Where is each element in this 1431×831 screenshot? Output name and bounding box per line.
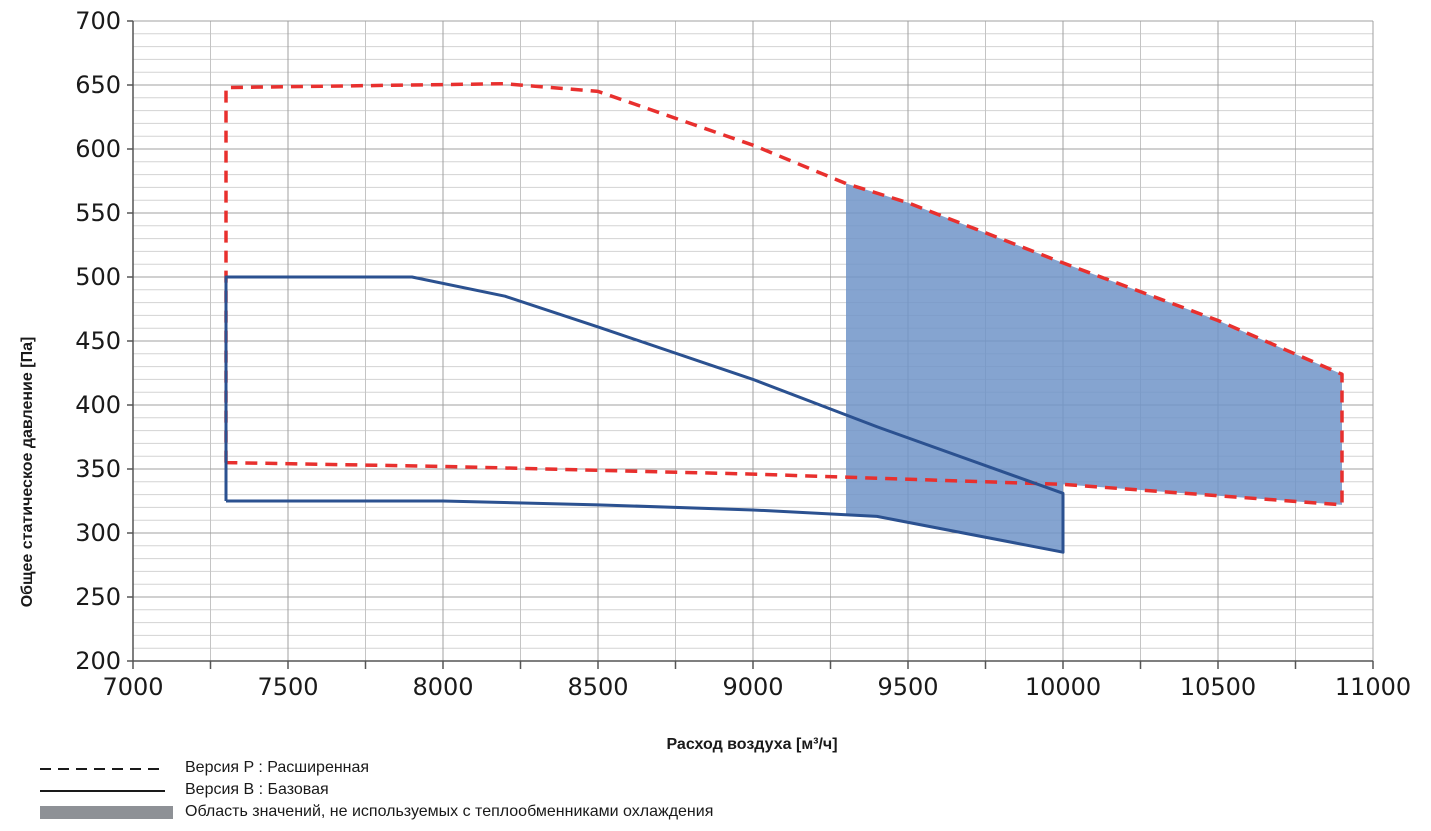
legend-item-region: Область значений, не используемых с тепл… (40, 801, 713, 823)
y-tick-label: 550 (75, 199, 121, 227)
x-tick-label: 9000 (722, 673, 783, 701)
x-tick-label: 7000 (102, 673, 163, 701)
series-line-version-b (224, 275, 1065, 554)
legend: Версия P : Расширенная Версия B : Базова… (40, 757, 713, 823)
x-tick-label: 10500 (1180, 673, 1256, 701)
x-tick-label: 8000 (412, 673, 473, 701)
y-tick-label: 450 (75, 327, 121, 355)
y-tick-label: 400 (75, 391, 121, 419)
series-line-version-p (224, 81, 1344, 507)
legend-label-b: Версия B : Базовая (185, 781, 329, 798)
y-tick-label: 500 (75, 263, 121, 291)
chart-canvas: 200 250 300 350 400 450 500 550 600 650 700 7000 750… (19, 7, 1411, 753)
legend-dashed-swatch (40, 757, 175, 779)
legend-solid-swatch (40, 779, 175, 801)
y-tick-label: 700 (75, 7, 121, 35)
legend-item-b: Версия B : Базовая (40, 779, 713, 801)
y-tick-label: 250 (75, 583, 121, 611)
y-tick-label: 200 (75, 647, 121, 675)
legend-label-region: Область значений, не используемых с тепл… (185, 803, 714, 820)
y-axis-title: Общее статическое давление [Па] (19, 337, 36, 608)
series-layer (224, 81, 1344, 554)
y-tick-label: 300 (75, 519, 121, 547)
x-tick-label: 8500 (567, 673, 628, 701)
legend-item-p: Версия P : Расширенная (40, 757, 713, 779)
x-tick-label: 9500 (877, 673, 938, 701)
tick-labels: 200 250 300 350 400 450 500 550 600 650 700 7000 750… (75, 7, 1411, 701)
y-tick-label: 650 (75, 71, 121, 99)
legend-fill-swatch (40, 801, 175, 823)
y-tick-label: 350 (75, 455, 121, 483)
x-axis-title: Расход воздуха [м³/ч] (666, 736, 837, 753)
x-tick-label: 10000 (1025, 673, 1101, 701)
axes (127, 20, 1374, 669)
y-tick-label: 600 (75, 135, 121, 163)
x-tick-label: 7500 (257, 673, 318, 701)
legend-label-p: Версия P : Расширенная (185, 759, 370, 776)
x-tick-label: 11000 (1335, 673, 1411, 701)
